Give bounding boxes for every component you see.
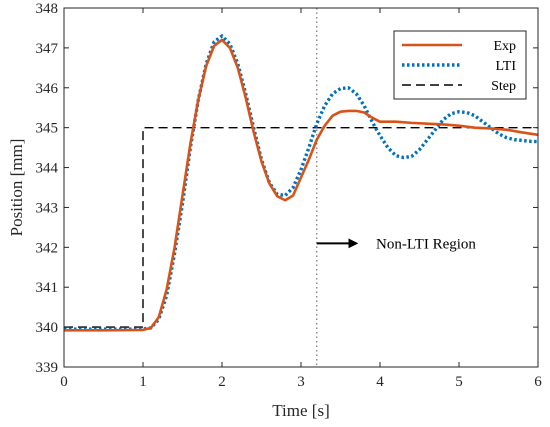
y-tick-label: 339 — [36, 360, 59, 376]
x-tick-label: 6 — [534, 374, 542, 390]
legend-label-lti: LTI — [496, 59, 517, 74]
x-tick-label: 0 — [60, 374, 68, 390]
y-tick-label: 341 — [36, 280, 59, 296]
y-tick-label: 347 — [36, 41, 59, 57]
legend: Exp LTI Step — [393, 30, 527, 100]
y-tick-label: 346 — [36, 81, 59, 97]
x-axis-label: Time [s] — [272, 401, 329, 420]
series-line-step — [64, 126, 538, 328]
series-line-exp — [64, 38, 538, 332]
x-tick-label: 5 — [455, 374, 463, 390]
x-tick-label: 2 — [218, 374, 226, 390]
y-tick-label: 343 — [36, 200, 59, 216]
y-tick-label: 345 — [36, 121, 59, 137]
x-tick-label: 4 — [376, 374, 384, 390]
y-tick-label: 342 — [36, 240, 59, 256]
legend-label-step: Step — [491, 79, 516, 94]
y-axis-label: Position [mm] — [7, 139, 26, 237]
legend-label-exp: Exp — [493, 39, 516, 54]
y-tick-label: 344 — [36, 161, 59, 177]
y-tick-label: 348 — [36, 1, 59, 17]
x-tick-label: 3 — [297, 374, 305, 390]
annotation-non-lti-region: Non-LTI Region — [376, 236, 476, 252]
y-tick-label: 340 — [36, 320, 59, 336]
x-tick-label: 1 — [139, 374, 147, 390]
legend-box — [393, 30, 527, 100]
